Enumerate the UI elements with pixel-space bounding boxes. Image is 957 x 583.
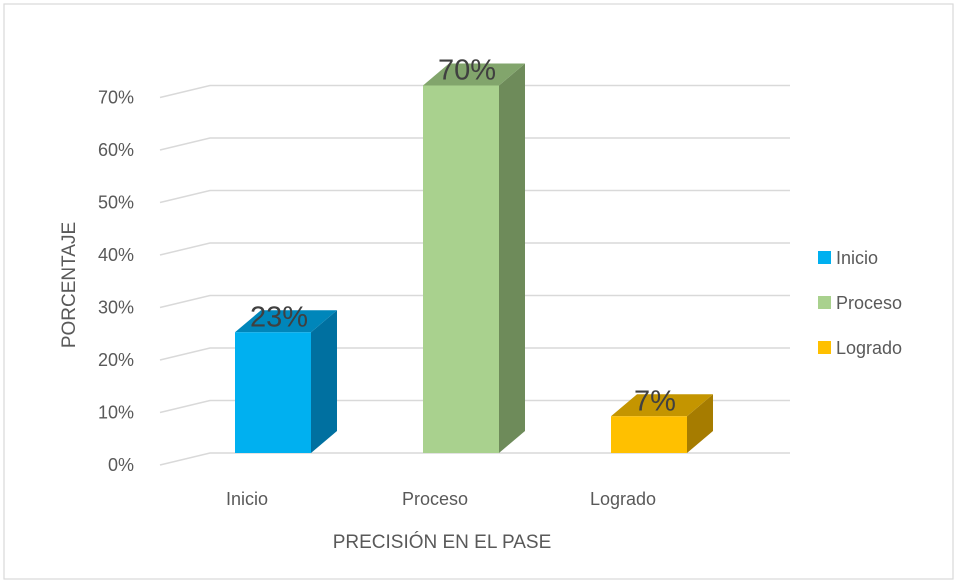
data-label: 23% [250, 301, 308, 333]
gridline [159, 294, 790, 309]
data-label: 70% [438, 55, 496, 87]
bar-top-face [423, 63, 525, 86]
gridline [159, 399, 790, 414]
bar-front-face [235, 332, 311, 453]
legend-label: Logrado [836, 338, 902, 358]
gridline [159, 84, 790, 99]
legend-label: Inicio [836, 248, 878, 268]
y-tick-label: 0% [108, 455, 134, 475]
data-labels: 23% 70% 7% [250, 55, 676, 418]
gridline [159, 189, 790, 204]
bar-logrado [611, 394, 713, 453]
gridline [159, 452, 790, 466]
x-axis-ticks: Inicio Proceso Logrado [226, 489, 656, 509]
bar-side-face [499, 63, 525, 453]
bar-front-face [611, 416, 687, 453]
y-tick-label: 70% [98, 88, 134, 108]
x-tick-label: Inicio [226, 489, 268, 509]
bar-top-face [235, 310, 337, 333]
legend-item: Inicio [818, 248, 878, 268]
gridline [159, 347, 790, 361]
x-tick-label: Proceso [402, 489, 468, 509]
y-tick-label: 60% [98, 140, 134, 160]
legend-label: Proceso [836, 293, 902, 313]
bar-front-face [423, 85, 499, 453]
y-tick-label: 10% [98, 403, 134, 423]
bar-side-face [311, 310, 337, 453]
y-axis-ticks: 0% 10% 20% 30% 40% 50% 60% 70% [98, 88, 134, 476]
legend-swatch [818, 341, 831, 354]
y-axis-title: PORCENTAJE [59, 222, 80, 348]
y-tick-label: 30% [98, 298, 134, 318]
x-axis-title: PRECISIÓN EN EL PASE [333, 531, 552, 553]
y-tick-label: 40% [98, 245, 134, 265]
bar-inicio [235, 310, 337, 453]
y-tick-label: 50% [98, 193, 134, 213]
bar-side-face [687, 394, 713, 453]
gridline [159, 242, 790, 256]
legend-swatch [818, 296, 831, 309]
legend-item: Proceso [818, 293, 902, 313]
gridline [159, 137, 790, 151]
legend: Inicio Proceso Logrado [818, 248, 902, 358]
y-tick-label: 20% [98, 350, 134, 370]
bar-proceso [423, 63, 525, 453]
legend-swatch [818, 251, 831, 264]
legend-item: Logrado [818, 338, 902, 358]
bars [235, 63, 713, 453]
gridlines [159, 84, 790, 466]
bar-top-face [611, 394, 713, 417]
data-label: 7% [634, 385, 676, 417]
x-tick-label: Logrado [590, 489, 656, 509]
